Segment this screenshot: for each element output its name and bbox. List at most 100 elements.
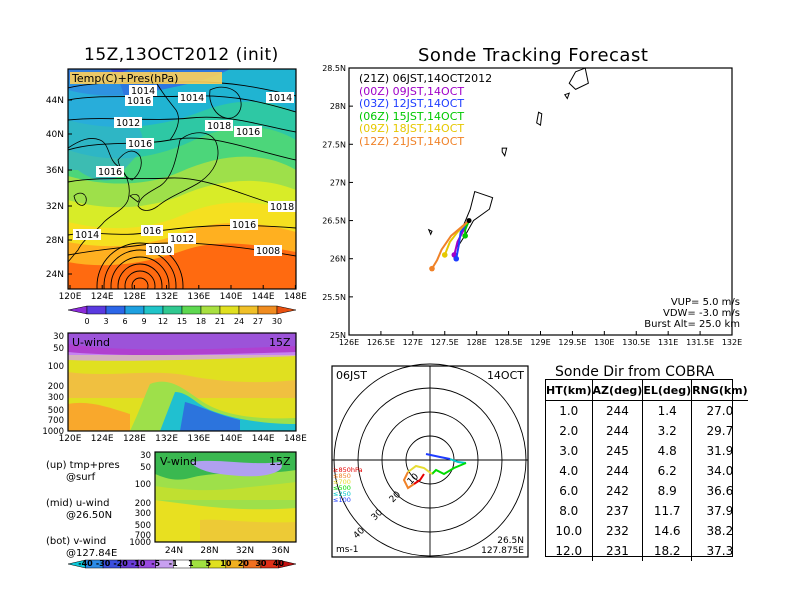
vwind-y-label: 100 bbox=[135, 480, 151, 490]
uwind-x-label: 136E bbox=[187, 434, 210, 444]
table-cell: 244 bbox=[592, 461, 644, 481]
colorbar-label: 9 bbox=[141, 317, 146, 326]
track-lon-label: 131.5E bbox=[686, 338, 714, 347]
param-burst: Burst Alt= 25.0 km bbox=[644, 319, 740, 330]
wind-swatch bbox=[278, 559, 297, 569]
track-series-line bbox=[455, 220, 470, 259]
map-frame bbox=[67, 68, 297, 290]
table-cell: 37.9 bbox=[706, 504, 734, 518]
colorbar-label: 21 bbox=[215, 317, 225, 326]
uwind-time: 15Z bbox=[269, 336, 291, 349]
polar-unit: ms-1 bbox=[336, 545, 358, 555]
note-mid-sub: @26.50N bbox=[66, 510, 113, 521]
wind-colorbar-label: -20 bbox=[113, 559, 128, 568]
vwind-x-label: 36N bbox=[271, 546, 289, 556]
wind-colorbar-label: -40 bbox=[78, 559, 93, 568]
table-cell: 1.0 bbox=[546, 400, 593, 421]
isobar-labels: 1014101610141014101210161018101610161018… bbox=[73, 85, 296, 257]
wind-colorbar-label: 30 bbox=[255, 559, 267, 568]
table-row: 3.0 245 4.8 31.9 bbox=[546, 441, 748, 461]
sonde-table-wrap: HT(km) AZ(deg) EL(deg) RNG(km) 1.0 244 1.4 27.… bbox=[545, 379, 748, 561]
vwind-x-label: 32N bbox=[236, 546, 254, 556]
vwind-time: 15Z bbox=[269, 455, 291, 468]
isobar-label: 1018 bbox=[270, 202, 294, 213]
note-up-sub: @surf bbox=[66, 472, 96, 483]
uwind-x-label: 128E bbox=[123, 434, 146, 444]
track-lon-label: 131E bbox=[658, 338, 678, 347]
polar-time: 06JST bbox=[336, 369, 367, 382]
wind-colorbar-label: -30 bbox=[96, 559, 111, 568]
isobar-label: 1012 bbox=[116, 118, 140, 129]
table-row: 4.0 244 6.2 34.0 bbox=[546, 461, 748, 481]
track-title: Sonde Tracking Forecast bbox=[418, 45, 649, 66]
table-cell: 36.6 bbox=[706, 484, 734, 498]
isobar-label-bg bbox=[254, 245, 282, 256]
table-cell: 3.0 bbox=[546, 441, 593, 461]
track-lon-label: 128.5E bbox=[495, 338, 523, 347]
vwind-y-label: 1000 bbox=[129, 538, 151, 548]
uwind-y-label: 50 bbox=[53, 344, 64, 354]
isobar-label-bg bbox=[168, 233, 196, 244]
wind-colorbar-label: -5 bbox=[151, 559, 160, 568]
map-lat-label: 44N bbox=[46, 96, 64, 106]
track-endpoint bbox=[453, 255, 460, 262]
track-lat-label: 27.5N bbox=[322, 140, 346, 149]
isobar-label: 1014 bbox=[268, 93, 292, 104]
polar-lat: 26.5N bbox=[497, 536, 524, 546]
wind-colorbar-label: 1 bbox=[188, 559, 194, 568]
track-lon-label: 129.5E bbox=[558, 338, 586, 347]
vwind-y-label: 50 bbox=[140, 463, 151, 473]
launch-point bbox=[466, 218, 472, 224]
isobar-label: 1016 bbox=[127, 96, 151, 107]
track-endpoint bbox=[429, 265, 435, 272]
map-lon-label: 128E bbox=[123, 292, 146, 302]
uwind-x-label: 148E bbox=[284, 434, 307, 444]
note-mid: (mid) u-wind bbox=[46, 498, 110, 509]
vwind-y-label: 500 bbox=[135, 521, 151, 531]
vwind-y-label: 200 bbox=[135, 499, 151, 509]
table-row: 12.0 231 18.2 37.3 bbox=[546, 541, 748, 561]
track-coastlines bbox=[427, 67, 589, 248]
table-cell: 6.0 bbox=[546, 481, 593, 501]
map-lat-label: 32N bbox=[46, 202, 64, 212]
hodograph-segment bbox=[407, 464, 433, 475]
isobar-label: 1014 bbox=[75, 230, 99, 241]
track-time-entry: (00Z) 09JST,14OCT bbox=[359, 84, 465, 98]
table-cell: 1.4 bbox=[642, 400, 693, 421]
track-lon-label: 132E bbox=[722, 338, 742, 347]
hodograph-segment bbox=[402, 471, 415, 490]
left-title: 15Z,13OCT2012 (init) bbox=[84, 45, 279, 65]
table-row: 10.0 232 14.6 38.2 bbox=[546, 521, 748, 541]
wind-colorbar-label: -10 bbox=[131, 559, 146, 568]
table-cell: 2.0 bbox=[546, 421, 593, 441]
track-time-entry: (21Z) 06JST,14OCT2012 bbox=[359, 72, 493, 85]
isobar-label: 1018 bbox=[207, 121, 231, 132]
vwind-y-label: 700 bbox=[135, 531, 151, 541]
colorbar-label: 18 bbox=[196, 317, 206, 326]
hodograph-segment bbox=[413, 473, 425, 485]
track-frame bbox=[348, 67, 733, 336]
isobar-label-bg bbox=[125, 95, 153, 106]
isobar-label: 1016 bbox=[98, 167, 122, 178]
table-row: 6.0 242 8.9 36.6 bbox=[546, 481, 748, 501]
colorbar-label: 27 bbox=[253, 317, 263, 326]
table-row: 1.0 244 1.4 27.0 bbox=[546, 400, 748, 421]
uwind-y-label: 100 bbox=[48, 362, 64, 372]
polar-level-label: ≥850hPa bbox=[333, 466, 363, 474]
vwind-y-label: 30 bbox=[140, 451, 151, 461]
table-cell: 27.0 bbox=[706, 404, 734, 418]
table-cell: 34.0 bbox=[706, 464, 734, 478]
table-cell: 3.2 bbox=[642, 421, 693, 441]
uwind-y-label: 1000 bbox=[42, 427, 64, 437]
track-lon-label: 128E bbox=[467, 338, 487, 347]
map-lon-label: 124E bbox=[91, 292, 114, 302]
map-lat-label: 28N bbox=[46, 236, 64, 246]
colorbar-label: 12 bbox=[158, 317, 168, 326]
uwind-label: U-wind bbox=[72, 336, 110, 349]
coastlines bbox=[68, 71, 242, 263]
uwind-panel bbox=[67, 332, 297, 432]
isobar-label: 1014 bbox=[131, 86, 155, 97]
isobar-label: 1016 bbox=[236, 127, 260, 138]
